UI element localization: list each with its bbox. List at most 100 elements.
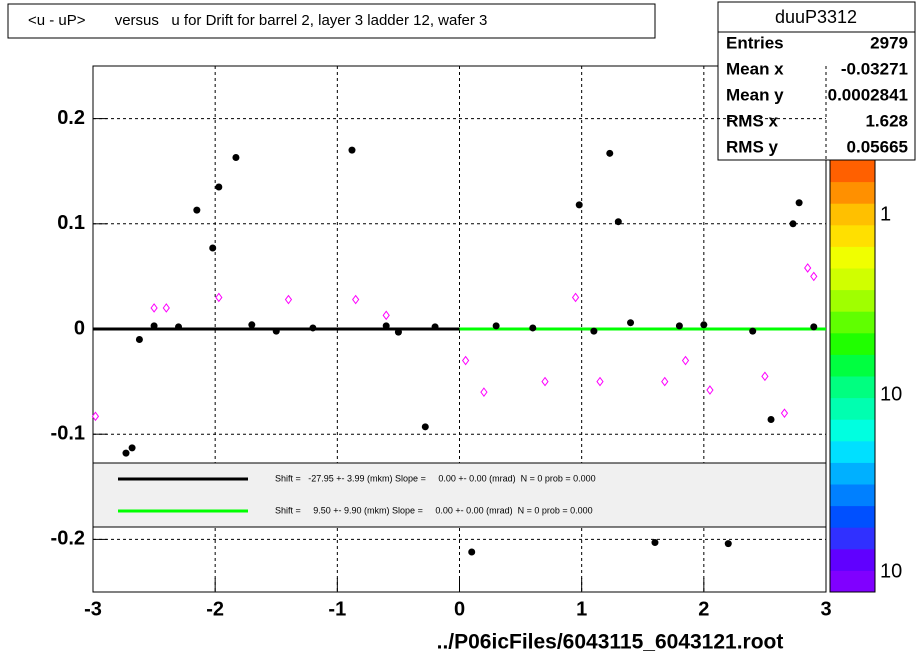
colorbar-label: 10: [880, 560, 902, 582]
colorbar-cell: [830, 440, 875, 463]
point: [122, 449, 130, 457]
point: [175, 323, 183, 331]
y-tick-label: 0.1: [57, 212, 85, 234]
point: [248, 321, 256, 329]
colorbar-cell: [830, 397, 875, 420]
stats-label: RMS y: [726, 137, 779, 156]
colorbar-cell: [830, 505, 875, 528]
point: [627, 319, 635, 327]
point: [352, 294, 360, 305]
point: [541, 376, 549, 387]
point: [700, 321, 708, 329]
y-tick-label: 0: [74, 317, 85, 339]
point: [575, 201, 583, 209]
colorbar-cell: [830, 484, 875, 507]
x-tick-label: 1: [576, 598, 587, 620]
point: [421, 423, 429, 431]
point: [651, 539, 659, 547]
point: [215, 183, 223, 191]
point: [461, 355, 470, 366]
point: [614, 218, 622, 226]
stats-label: Mean y: [726, 85, 784, 104]
point: [706, 385, 714, 395]
colorbar-cell: [830, 354, 875, 377]
stats-label: Entries: [726, 33, 784, 52]
point: [804, 263, 812, 273]
chart-title: <u - uP> versus u for Drift for barrel 2…: [28, 12, 487, 29]
y-tick-label: 0.2: [57, 107, 85, 129]
point: [749, 327, 757, 335]
point: [150, 322, 158, 330]
colorbar-cell: [830, 311, 875, 334]
point: [596, 376, 604, 387]
point: [571, 292, 580, 303]
colorbar-cell: [830, 527, 875, 550]
point: [661, 376, 669, 387]
point: [767, 415, 775, 423]
legend-label: Shift = -27.95 +- 3.99 (mkm) Slope = 0.0…: [275, 473, 596, 483]
point: [681, 355, 690, 366]
x-tick-label: -3: [84, 598, 102, 620]
colorbar-cell: [830, 548, 875, 571]
stats-value: -0.03271: [841, 59, 908, 78]
x-tick-label: 3: [820, 598, 831, 620]
fit-legend-box: [92, 462, 827, 528]
y-tick-label: -0.2: [51, 528, 85, 550]
colorbar-cell: [830, 268, 875, 291]
colorbar-cell: [830, 419, 875, 442]
point: [492, 322, 500, 330]
point: [468, 548, 476, 556]
point: [348, 146, 356, 154]
colorbar-cell: [830, 224, 875, 247]
stats-value: 1.628: [865, 111, 908, 130]
stats-label: RMS x: [726, 111, 779, 130]
colorbar-label: 10: [880, 383, 902, 405]
point: [761, 371, 769, 382]
point: [272, 327, 280, 335]
point: [724, 540, 732, 548]
point: [431, 323, 439, 331]
point: [382, 322, 390, 330]
colorbar-cell: [830, 570, 875, 593]
stats-box: [717, 1, 916, 161]
colorbar-cell: [830, 462, 875, 485]
x-tick-label: -1: [328, 598, 346, 620]
title-box: [7, 3, 656, 39]
colorbar-cell: [830, 289, 875, 312]
stats-value: 0.0002841: [828, 85, 908, 104]
point: [91, 411, 100, 422]
point: [128, 444, 136, 452]
point: [209, 244, 217, 252]
point: [193, 206, 201, 214]
legend-label: Shift = 9.50 +- 9.90 (mkm) Slope = 0.00 …: [275, 505, 593, 515]
stats-title: duuP3312: [775, 7, 857, 27]
point: [780, 408, 789, 418]
point: [795, 199, 803, 207]
point: [810, 271, 818, 282]
stats-value: 0.05665: [847, 137, 908, 156]
point: [135, 336, 143, 344]
point: [232, 154, 240, 162]
colorbar-cell: [830, 332, 875, 355]
point: [215, 292, 223, 303]
stats-label: Mean x: [726, 59, 784, 78]
colorbar-cell: [830, 246, 875, 269]
point: [284, 294, 293, 305]
colorbar-cell: [830, 181, 875, 204]
point: [675, 322, 683, 330]
y-tick-label: -0.1: [51, 422, 85, 444]
x-tick-label: 2: [698, 598, 709, 620]
point: [810, 323, 818, 331]
colorbar-label: 1: [880, 203, 891, 225]
point: [394, 328, 402, 336]
colorbar-cell: [830, 376, 875, 399]
point: [480, 387, 488, 397]
colorbar-cell: [830, 203, 875, 226]
x-tick-label: -2: [206, 598, 224, 620]
point: [529, 324, 537, 332]
stats-value: 2979: [870, 33, 908, 52]
point: [162, 303, 170, 313]
point: [590, 327, 598, 335]
